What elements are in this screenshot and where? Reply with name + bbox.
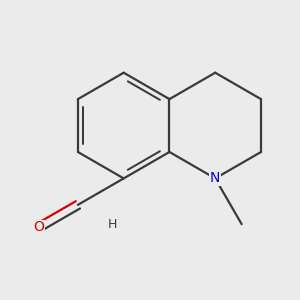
Text: H: H xyxy=(107,218,117,231)
Text: N: N xyxy=(210,171,220,185)
Text: O: O xyxy=(34,220,44,234)
